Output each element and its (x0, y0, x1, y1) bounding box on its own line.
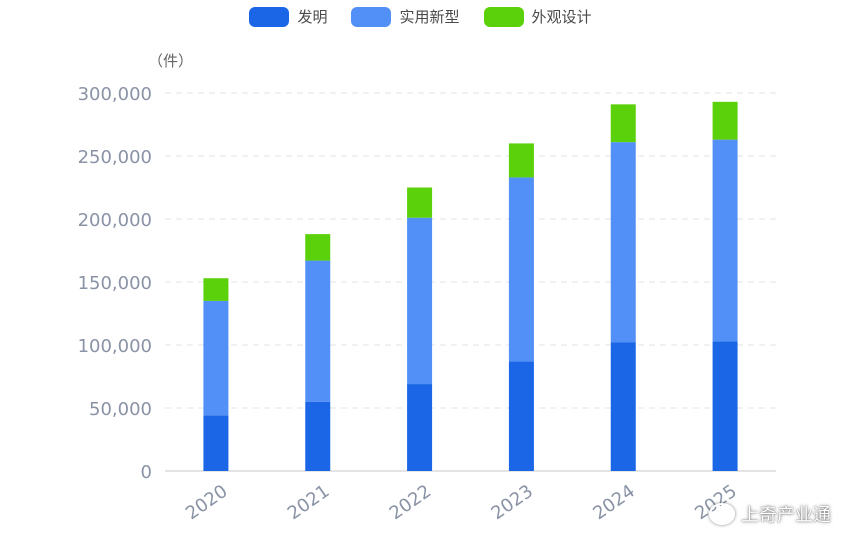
y-axis-unit-label: （件） (148, 52, 194, 70)
bar-2021-series-0 (305, 401, 331, 471)
weibo-icon (709, 503, 735, 525)
bar-2020-series-2 (203, 278, 229, 301)
x-tick-label: 2024 (589, 481, 639, 524)
bar-2022-series-0 (407, 384, 433, 471)
legend-swatch-invention (249, 6, 290, 27)
y-tick-label: 300,000 (78, 84, 152, 105)
legend-swatch-utility-model (351, 6, 392, 27)
x-tick-label: 2023 (487, 481, 537, 524)
x-tick-label: 2021 (284, 481, 334, 524)
bar-2023-series-2 (508, 143, 534, 178)
bar-2020-series-0 (203, 415, 229, 471)
x-tick-label: 2022 (386, 481, 436, 524)
legend-label-design: 外观设计 (531, 8, 592, 26)
bar-2022-series-2 (407, 187, 433, 218)
y-tick-label: 150,000 (78, 273, 152, 294)
bar-2023-series-0 (508, 361, 534, 471)
bar-2020-series-1 (203, 300, 229, 416)
legend-label-utility-model: 实用新型 (399, 8, 460, 26)
y-tick-label: 100,000 (78, 336, 152, 357)
y-tick-label: 250,000 (78, 147, 152, 168)
y-tick-label: 0 (141, 462, 152, 483)
bar-2025-series-1 (712, 139, 738, 342)
y-tick-label: 50,000 (89, 399, 152, 420)
bar-2024-series-2 (610, 104, 636, 143)
watermark-text: 上奇产业通 (741, 505, 831, 526)
legend-label-invention: 发明 (297, 8, 328, 26)
bar-2024-series-1 (610, 142, 636, 343)
legend-item-invention[interactable]: 发明 (249, 6, 327, 27)
watermark: 上奇产业通 (709, 501, 831, 527)
bar-2025-series-0 (712, 341, 738, 471)
bar-2022-series-1 (407, 217, 433, 385)
bar-2025-series-2 (712, 101, 738, 140)
legend-swatch-design (483, 6, 524, 27)
bar-2021-series-1 (305, 260, 331, 402)
x-tick-label: 2020 (182, 481, 232, 524)
y-tick-label: 200,000 (78, 210, 152, 231)
bar-2021-series-2 (305, 234, 331, 261)
legend: 发明 实用新型 外观设计 (0, 6, 841, 27)
bar-2024-series-0 (610, 342, 636, 471)
legend-item-utility-model[interactable]: 实用新型 (351, 6, 460, 27)
bar-2023-series-1 (508, 177, 534, 362)
legend-item-design[interactable]: 外观设计 (483, 6, 592, 27)
